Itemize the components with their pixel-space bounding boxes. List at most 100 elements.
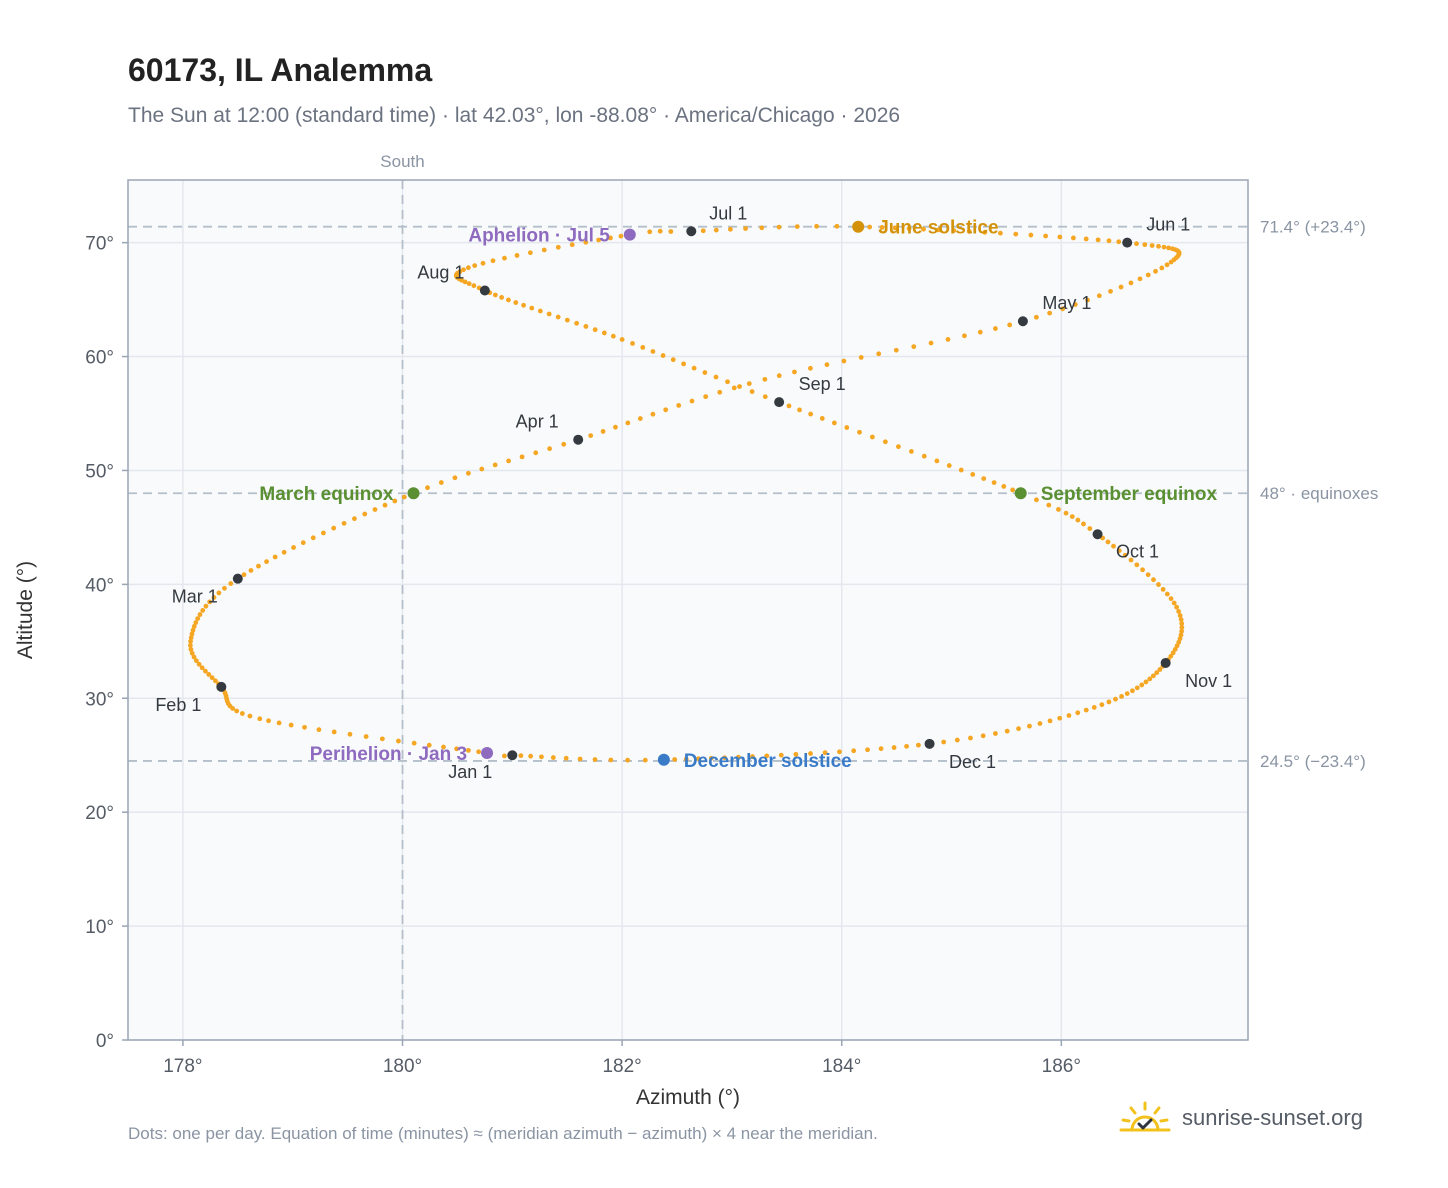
event-label: September equinox <box>1041 484 1218 505</box>
month-dot <box>1017 316 1028 327</box>
daily-dot <box>1105 539 1111 545</box>
daily-dot <box>379 736 385 742</box>
brand[interactable]: sunrise-sunset.org <box>1118 1100 1363 1136</box>
daily-dot <box>206 672 212 677</box>
daily-dot <box>892 225 898 231</box>
daily-dot <box>257 716 263 722</box>
month-label: Mar 1 <box>172 587 218 607</box>
daily-dot <box>347 731 353 737</box>
daily-dot <box>851 748 857 754</box>
daily-dot <box>234 708 240 714</box>
daily-dot <box>513 300 519 305</box>
daily-dot <box>1013 231 1019 237</box>
daily-dot <box>189 631 195 637</box>
daily-dot <box>737 384 742 389</box>
daily-dot <box>203 668 208 674</box>
daily-dot <box>844 425 850 430</box>
daily-dot <box>970 471 976 477</box>
daily-dot <box>1168 653 1174 659</box>
daily-dot <box>1156 582 1161 587</box>
daily-dot <box>749 389 755 394</box>
daily-dot <box>647 229 653 235</box>
daily-dot <box>797 407 802 413</box>
daily-dot <box>321 530 326 536</box>
daily-dot <box>1151 577 1156 583</box>
daily-dot <box>618 233 624 239</box>
month-label: Dec 1 <box>949 752 996 772</box>
daily-dot <box>1154 670 1160 676</box>
y-tick-label: 10° <box>85 917 114 938</box>
daily-dot <box>824 362 830 368</box>
daily-dot <box>199 665 205 671</box>
daily-dot <box>1047 310 1053 316</box>
daily-dot <box>492 462 498 468</box>
event-dot <box>481 746 494 759</box>
daily-dot <box>1037 721 1043 726</box>
daily-dot <box>962 333 967 339</box>
daily-dot <box>188 647 194 652</box>
daily-dot <box>519 454 525 460</box>
daily-dot <box>310 535 316 541</box>
daily-dot <box>1179 625 1185 630</box>
daily-dot <box>569 242 575 248</box>
daily-dot <box>743 226 748 231</box>
daily-dot <box>689 398 695 404</box>
daily-dot <box>613 424 618 430</box>
reference-lines: 71.4° (+23.4°) 48° · equinoxes 24.5° (−23.… <box>128 218 1378 771</box>
daily-dot <box>928 340 934 346</box>
daily-dot <box>896 444 901 450</box>
daily-dot <box>1164 591 1170 597</box>
daily-dot <box>1028 232 1034 238</box>
daily-dot <box>352 516 357 522</box>
meridian-line: South <box>380 152 425 1040</box>
daily-dot <box>691 365 697 371</box>
x-tick-label: 186° <box>1042 1056 1081 1077</box>
daily-dot <box>506 458 511 464</box>
daily-dot <box>968 735 973 741</box>
page-subtitle: The Sun at 12:00 (standard time) · lat 4… <box>128 104 901 127</box>
daily-dot <box>1134 241 1139 247</box>
daily-dot <box>982 229 988 235</box>
daily-dot <box>708 755 714 761</box>
daily-dot <box>837 749 842 755</box>
daily-dot <box>316 727 322 733</box>
daily-dot <box>1137 276 1143 282</box>
daily-dot <box>1150 673 1156 679</box>
daily-dot <box>731 385 737 391</box>
daily-dot <box>1072 302 1078 307</box>
daily-dot <box>411 740 417 746</box>
daily-dot <box>577 756 583 762</box>
event-label: June solstice <box>878 218 998 239</box>
daily-dot <box>906 226 912 231</box>
daily-dot <box>625 420 631 426</box>
daily-dot <box>441 744 446 750</box>
daily-dot <box>1034 497 1039 503</box>
daily-dot <box>600 429 606 434</box>
daily-dot <box>476 749 482 755</box>
daily-dot <box>1001 484 1007 489</box>
event-label: Perihelion · Jan 3 <box>310 744 467 765</box>
daily-dot <box>239 711 245 716</box>
daily-dot <box>808 751 813 756</box>
daily-dot <box>696 756 701 762</box>
daily-dot <box>528 753 534 759</box>
daily-dot <box>200 608 206 613</box>
daily-dot <box>776 373 782 379</box>
daily-dot <box>362 511 368 517</box>
daily-dot <box>341 520 347 526</box>
daily-dot <box>291 545 296 550</box>
daily-dot <box>857 429 862 435</box>
daily-dot <box>717 389 723 395</box>
daily-dot <box>980 733 986 739</box>
event-dot <box>407 487 420 500</box>
daily-dot <box>683 756 689 762</box>
daily-dot <box>640 345 646 350</box>
daily-dot <box>462 279 468 285</box>
daily-dot <box>909 449 914 454</box>
daily-dot <box>300 540 306 546</box>
daily-dot <box>1106 238 1112 244</box>
page-title: 60173, IL Analemma <box>128 52 433 88</box>
daily-dot <box>1119 694 1124 699</box>
daily-dot <box>1056 507 1061 512</box>
daily-dot <box>778 752 784 758</box>
